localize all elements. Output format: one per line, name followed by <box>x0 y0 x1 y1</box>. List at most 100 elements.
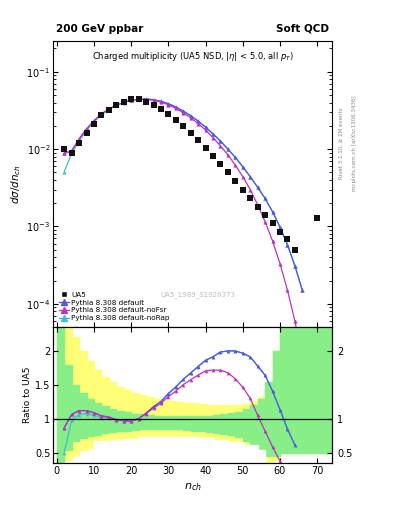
Point <box>225 369 231 377</box>
Point <box>91 409 97 417</box>
Point <box>247 173 253 181</box>
Point <box>121 98 127 106</box>
Point <box>292 262 298 270</box>
Point <box>76 407 82 415</box>
Point <box>187 112 194 120</box>
Point <box>262 195 268 203</box>
Point <box>136 95 142 103</box>
Point <box>187 369 194 377</box>
Point <box>173 383 179 391</box>
Point <box>210 353 216 361</box>
Point <box>195 371 201 379</box>
Point <box>106 105 112 113</box>
Point <box>113 101 119 109</box>
Point <box>91 117 97 125</box>
Point <box>195 136 201 144</box>
Point <box>277 457 283 465</box>
Point <box>136 415 142 423</box>
Point <box>158 105 164 113</box>
Point <box>98 412 105 420</box>
Point <box>83 407 90 415</box>
Point <box>277 406 283 414</box>
Point <box>91 117 97 125</box>
Point <box>217 366 224 374</box>
X-axis label: $n_{ch}$: $n_{ch}$ <box>184 482 202 494</box>
Point <box>151 96 157 104</box>
Point <box>61 449 67 457</box>
Point <box>217 137 224 145</box>
Point <box>106 413 112 421</box>
Point <box>165 99 171 108</box>
Point <box>225 151 231 159</box>
Point <box>91 411 97 419</box>
Point <box>173 382 179 391</box>
Point <box>240 349 246 357</box>
Point <box>173 387 179 395</box>
Point <box>83 410 90 418</box>
Point <box>61 150 67 158</box>
Point <box>61 150 67 158</box>
Point <box>202 126 209 134</box>
Point <box>225 347 231 355</box>
Point <box>277 406 283 414</box>
Point <box>113 101 119 109</box>
Point <box>121 416 127 424</box>
Point <box>136 95 142 103</box>
Point <box>113 416 119 424</box>
Point <box>270 237 276 245</box>
Point <box>284 236 290 244</box>
Point <box>262 371 268 379</box>
Y-axis label: Ratio to UA5: Ratio to UA5 <box>23 367 32 423</box>
Point <box>180 109 186 117</box>
Point <box>143 95 149 103</box>
Point <box>76 411 82 419</box>
Point <box>151 404 157 412</box>
Point <box>255 411 261 419</box>
Point <box>98 111 105 119</box>
Point <box>284 286 290 294</box>
Point <box>91 409 97 417</box>
Point <box>151 402 157 411</box>
Point <box>128 96 134 104</box>
Point <box>210 130 216 138</box>
Point <box>225 145 231 153</box>
Point <box>61 145 67 153</box>
Point <box>217 137 224 145</box>
Point <box>83 407 90 415</box>
Point <box>247 394 253 402</box>
Point <box>121 98 127 106</box>
Point <box>232 347 239 355</box>
Point <box>195 117 201 125</box>
Point <box>255 362 261 370</box>
Point <box>173 103 179 111</box>
Point <box>143 95 149 103</box>
Point <box>121 417 127 425</box>
Point <box>232 161 239 169</box>
Point <box>217 348 224 356</box>
Point <box>165 389 171 397</box>
Point <box>270 208 276 216</box>
Point <box>180 380 186 389</box>
Point <box>202 123 209 131</box>
Point <box>284 468 290 476</box>
Point <box>292 475 298 483</box>
Point <box>158 397 164 406</box>
Point <box>232 347 239 355</box>
Point <box>180 375 186 383</box>
Point <box>232 177 239 185</box>
Point <box>113 101 119 109</box>
Point <box>83 125 90 133</box>
Point <box>106 105 112 114</box>
Point <box>143 409 149 417</box>
Point <box>98 412 105 420</box>
Text: UA5_1989_S1926373: UA5_1989_S1926373 <box>161 292 236 298</box>
Point <box>68 150 75 158</box>
Point <box>187 369 194 377</box>
Legend: UA5, Pythia 8.308 default, Pythia 8.308 default-noFsr, Pythia 8.308 default-noRa: UA5, Pythia 8.308 default, Pythia 8.308 … <box>57 289 172 324</box>
Point <box>299 286 305 294</box>
Point <box>68 149 75 157</box>
Point <box>270 387 276 395</box>
Point <box>143 95 149 103</box>
Point <box>128 417 134 425</box>
Point <box>98 112 105 120</box>
